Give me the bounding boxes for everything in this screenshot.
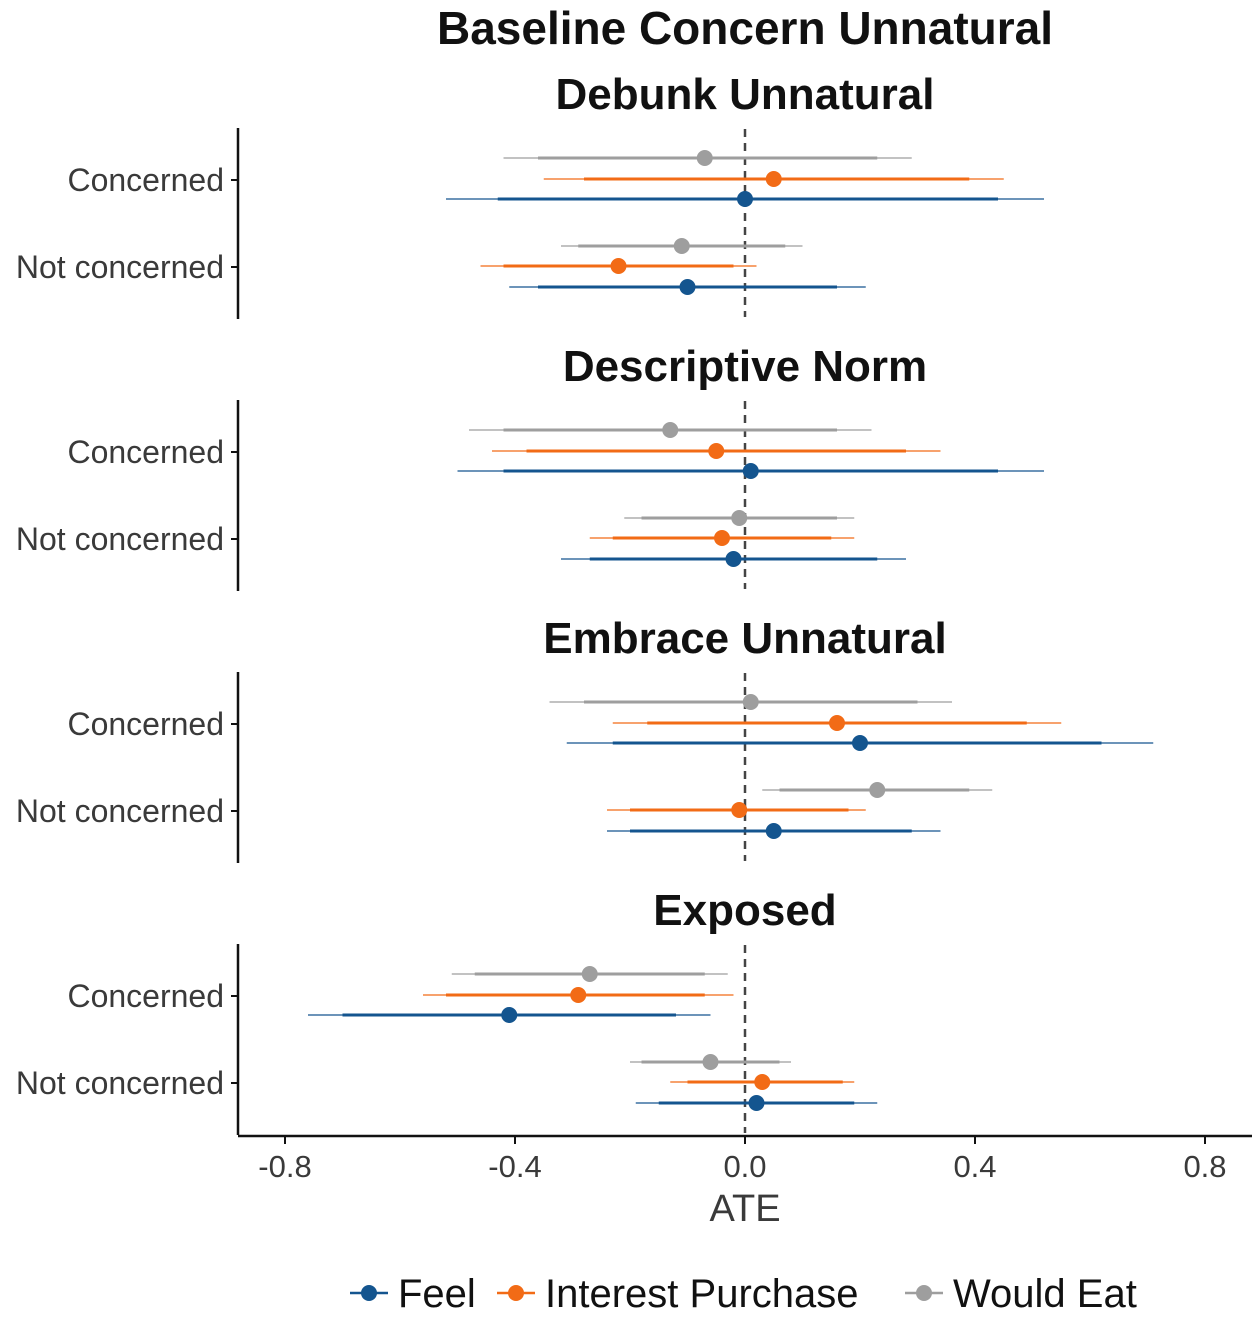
- estimate-row: [561, 238, 803, 254]
- point-estimate: [725, 551, 742, 567]
- legend: Feel Interest Purchase Would Eat: [350, 1272, 1137, 1316]
- estimate-row: [503, 150, 912, 166]
- estimate-row: [762, 782, 993, 798]
- point-estimate: [662, 422, 679, 438]
- point-estimate: [742, 463, 759, 479]
- estimate-row: [480, 258, 757, 274]
- legend-key-dot: [508, 1285, 524, 1301]
- estimate-row: [457, 463, 1044, 479]
- legend-key-dot: [916, 1285, 932, 1301]
- point-estimate: [731, 802, 748, 818]
- estimate-row: [543, 171, 1004, 187]
- estimate-row: [624, 510, 855, 526]
- point-estimate: [714, 530, 730, 546]
- category-label: Concerned: [67, 434, 224, 470]
- legend-label: Would Eat: [953, 1272, 1137, 1316]
- point-estimate: [748, 1095, 765, 1111]
- point-estimate: [581, 966, 598, 982]
- estimate-row: [549, 694, 952, 710]
- category-label: Not concerned: [16, 793, 224, 829]
- estimate-row: [561, 551, 906, 567]
- x-tick-label: -0.8: [258, 1149, 311, 1184]
- point-estimate: [731, 510, 748, 526]
- legend-item: Interest Purchase: [497, 1272, 859, 1316]
- panel-0: Debunk Unnatural Concerned Not concerned: [16, 70, 1044, 319]
- panel-title: Exposed: [653, 886, 836, 935]
- estimate-row: [446, 191, 1044, 207]
- panel-title: Embrace Unnatural: [543, 614, 946, 663]
- x-tick-label: -0.4: [488, 1149, 541, 1184]
- panel-2: Embrace Unnatural Concerned Not concerned: [16, 614, 1154, 863]
- point-estimate: [852, 735, 868, 751]
- x-tick-label: 0.4: [953, 1149, 996, 1184]
- estimate-row: [607, 802, 866, 818]
- estimate-row: [451, 966, 728, 982]
- point-estimate: [673, 238, 690, 254]
- point-estimate: [610, 258, 627, 274]
- category-label: Not concerned: [16, 1065, 224, 1101]
- estimate-row: [630, 1054, 791, 1070]
- panel-1: Descriptive Norm Concerned Not concerned: [16, 342, 1044, 591]
- estimate-row: [635, 1095, 878, 1111]
- x-axis: -0.8 -0.4 0.0 0.4 0.8: [238, 1134, 1252, 1184]
- estimate-row: [612, 715, 1062, 731]
- point-estimate: [765, 823, 782, 839]
- point-estimate: [765, 171, 782, 187]
- legend-label: Feel: [398, 1272, 476, 1316]
- point-estimate: [869, 782, 886, 798]
- estimate-row: [589, 530, 855, 546]
- estimate-row: [492, 443, 941, 459]
- x-tick-label: 0.0: [723, 1149, 766, 1184]
- panel-3: Exposed Concerned Not concerned: [16, 886, 878, 1135]
- category-label: Not concerned: [16, 521, 224, 557]
- estimate-row: [423, 987, 734, 1003]
- point-estimate: [679, 279, 696, 295]
- legend-item: Would Eat: [905, 1272, 1137, 1316]
- x-axis-label: ATE: [709, 1188, 780, 1230]
- legend-label: Interest Purchase: [545, 1272, 859, 1316]
- point-estimate: [754, 1074, 771, 1090]
- panel-title: Descriptive Norm: [563, 342, 927, 391]
- category-label: Concerned: [67, 978, 224, 1014]
- estimate-row: [566, 735, 1154, 751]
- estimate-row: [607, 823, 941, 839]
- estimate-row: [509, 279, 866, 295]
- category-label: Concerned: [67, 162, 224, 198]
- legend-item: Feel: [350, 1272, 476, 1316]
- point-estimate: [737, 191, 753, 207]
- estimate-row: [308, 1007, 711, 1023]
- point-estimate: [708, 443, 725, 459]
- category-label: Not concerned: [16, 249, 224, 285]
- legend-key-dot: [361, 1285, 377, 1301]
- estimate-row: [469, 422, 872, 438]
- point-estimate: [742, 694, 759, 710]
- point-estimate: [702, 1054, 719, 1070]
- category-label: Concerned: [67, 706, 224, 742]
- point-estimate: [570, 987, 587, 1003]
- panel-title: Debunk Unnatural: [556, 70, 935, 119]
- chart-title: Baseline Concern Unnatural: [437, 2, 1053, 54]
- point-estimate: [501, 1007, 518, 1023]
- point-estimate: [829, 715, 845, 731]
- estimate-row: [670, 1074, 855, 1090]
- x-tick-label: 0.8: [1183, 1149, 1226, 1184]
- point-estimate: [696, 150, 713, 166]
